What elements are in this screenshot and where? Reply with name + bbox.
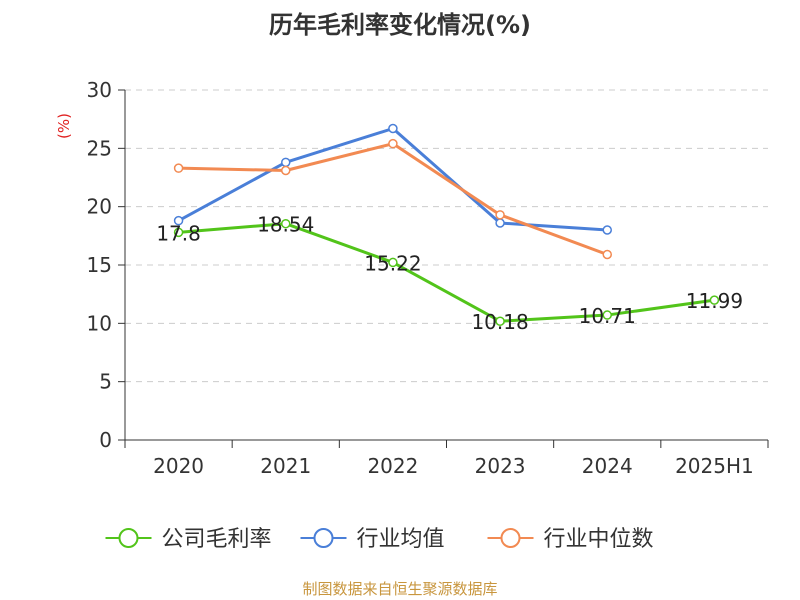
data-point [281, 218, 291, 229]
source-note: 制图数据来自恒生聚源数据库 [302, 580, 497, 598]
series-line-0 [178, 222, 715, 323]
y-tick-label: 0 [99, 428, 112, 452]
data-label: 15.22 [364, 251, 421, 275]
series-line-2 [178, 142, 608, 256]
y-tick-label: 20 [87, 195, 112, 219]
data-point [388, 123, 398, 134]
data-point [495, 210, 505, 220]
legend-item-1[interactable]: 行业均值 [300, 527, 445, 552]
x-tick-label: 2025H1 [675, 454, 754, 478]
legend[interactable]: 公司毛利率 行业均值 行业中位数 [105, 527, 654, 552]
legend-label: 行业均值 [357, 527, 445, 552]
data-point [495, 218, 505, 228]
data-point [602, 225, 612, 235]
y-tick-label: 5 [99, 370, 112, 394]
grid-lines [125, 89, 768, 383]
data-point [602, 249, 612, 260]
data-labels: 17.8 18.54 15.22 10.18 10.71 11.99 [156, 213, 743, 335]
chart-title: 历年毛利率变化情况(%) [269, 11, 531, 39]
data-point [495, 316, 505, 326]
data-label: 10.18 [471, 310, 528, 334]
data-label: 11.99 [686, 289, 743, 313]
data-point [173, 163, 184, 173]
data-point [281, 165, 291, 176]
data-point [709, 295, 720, 305]
data-point [388, 138, 398, 149]
x-tick-label: 2023 [475, 454, 526, 478]
y-tick-label: 15 [87, 253, 112, 277]
data-point [602, 310, 612, 320]
x-tick-label: 2024 [582, 454, 633, 478]
data-point [388, 257, 398, 268]
legend-label: 行业中位数 [544, 527, 654, 552]
legend-marker [313, 528, 334, 548]
legend-label: 公司毛利率 [162, 527, 272, 552]
data-label: 10.71 [579, 304, 636, 328]
x-tick-label: 2022 [367, 454, 418, 478]
y-tick-label: 10 [87, 311, 112, 335]
data-label: 17.8 [156, 221, 201, 245]
x-tick-label: 2021 [260, 454, 311, 478]
y-axis-unit-label: (%) [55, 113, 73, 139]
data-point [281, 157, 291, 168]
y-tick-label: 25 [87, 136, 112, 160]
data-point [173, 227, 184, 238]
axes: 0 5 10 15 20 25 30 2020 2021 2022 2023 2024 2025H1 [87, 78, 769, 478]
legend-item-0[interactable]: 公司毛利率 [105, 527, 272, 552]
legend-marker [118, 528, 139, 548]
y-tick-label: 30 [87, 78, 112, 102]
data-label: 18.54 [257, 213, 314, 237]
series-lines [173, 123, 720, 326]
x-tick-label: 2020 [153, 454, 204, 478]
legend-marker [500, 528, 521, 548]
data-point [173, 215, 184, 226]
legend-item-2[interactable]: 行业中位数 [487, 527, 654, 552]
